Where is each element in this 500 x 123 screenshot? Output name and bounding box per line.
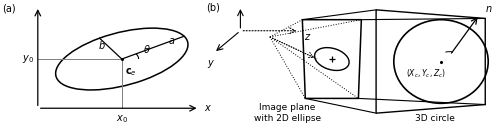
Text: $y$: $y$ — [207, 58, 215, 70]
Text: $x_0$: $x_0$ — [116, 113, 128, 123]
Text: $y$: $y$ — [34, 0, 42, 2]
Text: $x$: $x$ — [204, 103, 212, 113]
Text: $\theta$: $\theta$ — [143, 43, 150, 55]
Text: $b$: $b$ — [98, 39, 106, 51]
Text: $\mathbf{c}_e$: $\mathbf{c}_e$ — [125, 66, 136, 78]
Text: $z$: $z$ — [304, 32, 311, 42]
Text: (b): (b) — [206, 2, 220, 12]
Text: $n$: $n$ — [485, 4, 493, 14]
Text: (a): (a) — [2, 4, 16, 14]
Text: Image plane
with 2D ellipse: Image plane with 2D ellipse — [254, 103, 321, 123]
Text: $y_0$: $y_0$ — [22, 53, 34, 65]
Text: $a$: $a$ — [168, 36, 175, 46]
Text: 3D circle: 3D circle — [415, 114, 455, 123]
Text: $x$: $x$ — [236, 0, 244, 2]
Text: $(X_c,Y_c,Z_c)$: $(X_c,Y_c,Z_c)$ — [406, 68, 446, 80]
